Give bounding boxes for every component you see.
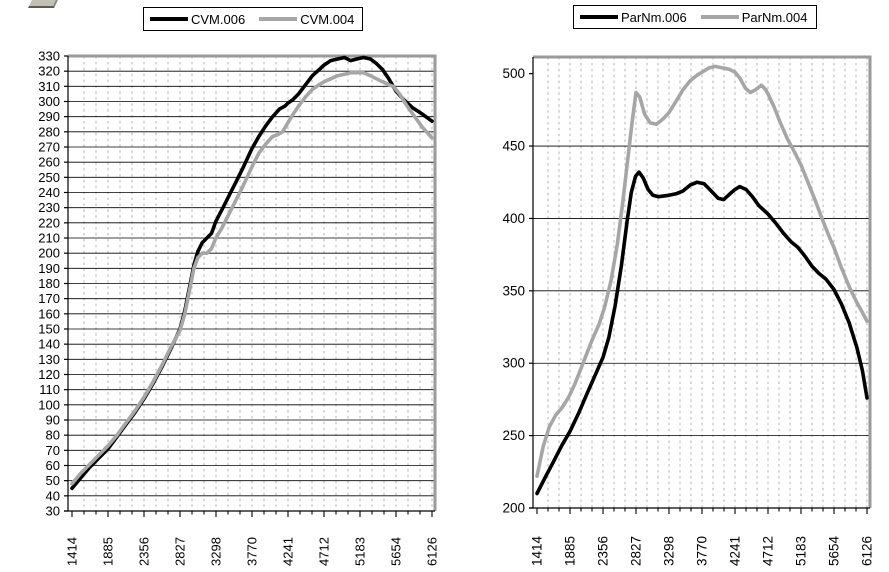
- y-tick-label: 320: [38, 64, 60, 79]
- y-tick-label: 250: [502, 428, 525, 443]
- y-tick-label: 200: [502, 501, 525, 516]
- x-tick-label: 5183: [353, 537, 368, 566]
- x-tick-label: 2827: [173, 537, 188, 566]
- y-tick-label: 90: [46, 413, 60, 428]
- y-tick-label: 270: [38, 140, 60, 155]
- y-tick-label: 190: [38, 261, 60, 276]
- y-tick-label: 300: [38, 94, 60, 109]
- y-tick-label: 280: [38, 124, 60, 139]
- x-tick-label: 5183: [794, 536, 809, 566]
- y-tick-label: 310: [38, 79, 60, 94]
- y-tick-label: 350: [502, 283, 525, 298]
- series-line-parnm.004: [535, 64, 869, 478]
- y-tick-label: 290: [38, 109, 60, 124]
- x-tick-label: 5654: [389, 537, 404, 566]
- x-tick-label: 3770: [245, 537, 260, 566]
- x-tick-label: 3298: [662, 536, 677, 566]
- x-tick-label: 4712: [317, 537, 332, 566]
- legend-label-cvm004: CVM.004: [300, 11, 355, 27]
- legend-label-parnm006: ParNm.006: [621, 9, 687, 25]
- y-tick-label: 70: [46, 443, 60, 458]
- x-tick-label: 1414: [65, 537, 80, 566]
- x-tick-label: 5654: [827, 535, 842, 566]
- y-tick-label: 100: [38, 397, 60, 412]
- y-tick-label: 150: [38, 322, 60, 337]
- y-tick-label: 140: [38, 337, 60, 352]
- y-tick-label: 130: [38, 352, 60, 367]
- x-tick-label: 6126: [425, 537, 440, 566]
- y-tick-label: 500: [502, 66, 525, 81]
- right-line-chart: 200 250 300 350 400 450 500 1414 1885 2356 2827 329…: [502, 55, 875, 566]
- legend-line-sample-cvm006: [150, 17, 188, 21]
- y-tick-label: 110: [39, 382, 60, 397]
- left-line-chart: 3040506070809010011012013014015016017018…: [38, 49, 440, 567]
- legend-left-chart: CVM.006 CVM.004: [143, 7, 364, 31]
- x-tick-label: 3770: [695, 536, 710, 566]
- series-line-cvm.004: [70, 70, 434, 486]
- y-tick-label: 330: [38, 49, 60, 64]
- y-tick-label: 170: [38, 291, 60, 306]
- y-tick-label: 160: [38, 306, 60, 321]
- x-tick-label: 3298: [209, 537, 224, 566]
- y-tick-label: 30: [46, 504, 60, 519]
- y-tick-label: 120: [38, 367, 60, 382]
- legend-line-sample-parnm006: [580, 15, 618, 19]
- y-tick-label: 80: [46, 428, 60, 443]
- y-tick-label: 180: [38, 276, 60, 291]
- y-tick-label: 230: [38, 200, 60, 215]
- y-tick-label: 60: [46, 458, 60, 473]
- legend-label-parnm004: ParNm.004: [741, 9, 808, 25]
- y-tick-label: 210: [38, 231, 60, 246]
- x-tick-label: 1414: [530, 535, 545, 566]
- y-tick-label: 240: [38, 185, 60, 200]
- x-tick-label: 6126: [860, 536, 875, 566]
- x-tick-label: 1885: [101, 537, 116, 566]
- y-tick-label: 50: [46, 473, 60, 488]
- legend-right-chart: ParNm.006 ParNm.004: [573, 5, 817, 29]
- y-tick-label: 260: [38, 155, 60, 170]
- x-tick-label: 4712: [761, 536, 776, 566]
- y-tick-label: 220: [38, 215, 60, 230]
- y-tick-label: 200: [38, 246, 60, 261]
- y-tick-label: 400: [502, 211, 525, 226]
- legend-label-cvm006: CVM.006: [191, 11, 246, 27]
- x-tick-label: 4241: [281, 537, 296, 566]
- series-line-parnm.006: [535, 170, 869, 496]
- y-tick-label: 300: [502, 356, 525, 371]
- legend-line-sample-parnm004: [700, 15, 739, 19]
- x-tick-label: 4241: [728, 536, 743, 566]
- x-tick-label: 2827: [629, 536, 644, 566]
- legend-line-sample-cvm004: [259, 17, 298, 21]
- x-tick-label: 2356: [137, 537, 152, 566]
- y-tick-label: 250: [38, 170, 60, 185]
- y-tick-label: 450: [502, 139, 525, 154]
- x-tick-label: 1885: [563, 536, 578, 566]
- x-tick-label: 2356: [596, 536, 611, 566]
- y-tick-label: 40: [46, 488, 60, 503]
